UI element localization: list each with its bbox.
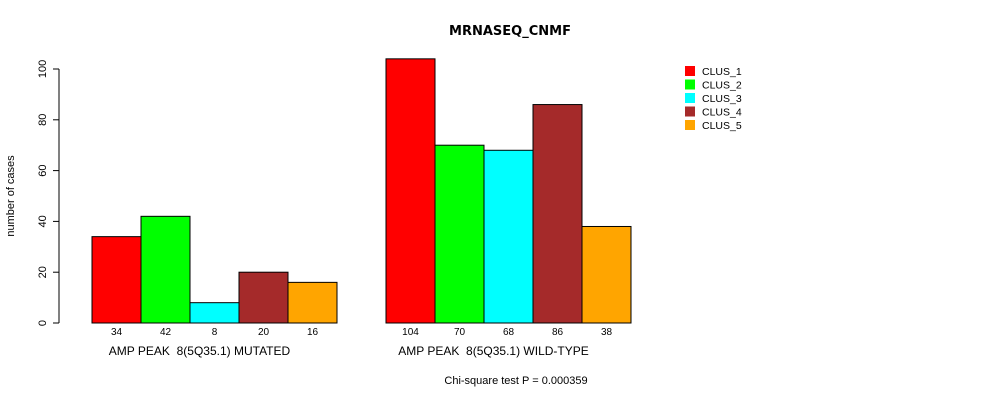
- bars: [91, 58, 632, 324]
- bar-count-label: 86: [552, 327, 564, 338]
- bar-clus_4-group-2: [532, 104, 583, 324]
- bar-clus_3-group-1: [189, 302, 240, 324]
- y-tick-label: 80: [37, 114, 49, 126]
- group-labels: AMP PEAK 8(5Q35.1) MUTATED AMP PEAK 8(5Q3…: [109, 344, 589, 358]
- legend-swatch-clus_4: [685, 106, 695, 117]
- y-axis: 0 20 40 60 80 100: [37, 60, 60, 326]
- bar-count-label: 42: [160, 327, 172, 338]
- bar-count-label: 68: [503, 327, 515, 338]
- bar-count-label: 34: [111, 327, 123, 338]
- bar-clus_5-group-2: [581, 225, 632, 324]
- legend-swatch-clus_5: [685, 120, 695, 130]
- bar-clus_2-group-1: [140, 215, 191, 324]
- legend-swatch-clus_3: [685, 93, 695, 103]
- group-label-1: AMP PEAK 8(5Q35.1) MUTATED: [109, 344, 291, 358]
- bar-labels: 34 42 8 20 16 104 70 68 86 38: [111, 327, 613, 338]
- chi-square-footnote: Chi-square test P = 0.000359: [444, 375, 587, 387]
- chart-title: MRNASEQ_CNMF: [449, 24, 571, 39]
- legend-label-clus_5: CLUS_5: [702, 120, 742, 132]
- bar-count-label: 16: [307, 327, 319, 338]
- y-tick-label: 20: [37, 266, 49, 278]
- legend-label-clus_2: CLUS_2: [702, 80, 742, 92]
- legend-label-clus_1: CLUS_1: [702, 66, 742, 78]
- y-tick-label: 100: [37, 60, 49, 78]
- bar-count-label: 20: [258, 327, 270, 338]
- y-axis-label: number of cases: [5, 155, 17, 237]
- y-tick-label: 0: [37, 320, 49, 326]
- bar-count-label: 104: [402, 327, 419, 338]
- legend-swatch-clus_2: [685, 79, 695, 90]
- bar-clus_3-group-2: [483, 149, 534, 324]
- bar-clus_1-group-2: [385, 58, 436, 324]
- bar-clus_4-group-1: [238, 271, 289, 324]
- legend-label-clus_3: CLUS_3: [702, 93, 742, 105]
- bar-clus_5-group-1: [287, 281, 338, 324]
- legend-label-clus_4: CLUS_4: [702, 107, 742, 119]
- group-label-2: AMP PEAK 8(5Q35.1) WILD-TYPE: [398, 344, 589, 358]
- bar-count-label: 38: [601, 327, 613, 338]
- bar-clus_1-group-1: [91, 236, 142, 324]
- bar-count-label: 70: [454, 327, 466, 338]
- y-tick-label: 40: [37, 215, 49, 227]
- legend-swatch-clus_1: [685, 66, 695, 76]
- bar-count-label: 8: [212, 327, 218, 338]
- bar-clus_2-group-2: [434, 144, 485, 324]
- y-tick-label: 60: [37, 164, 49, 176]
